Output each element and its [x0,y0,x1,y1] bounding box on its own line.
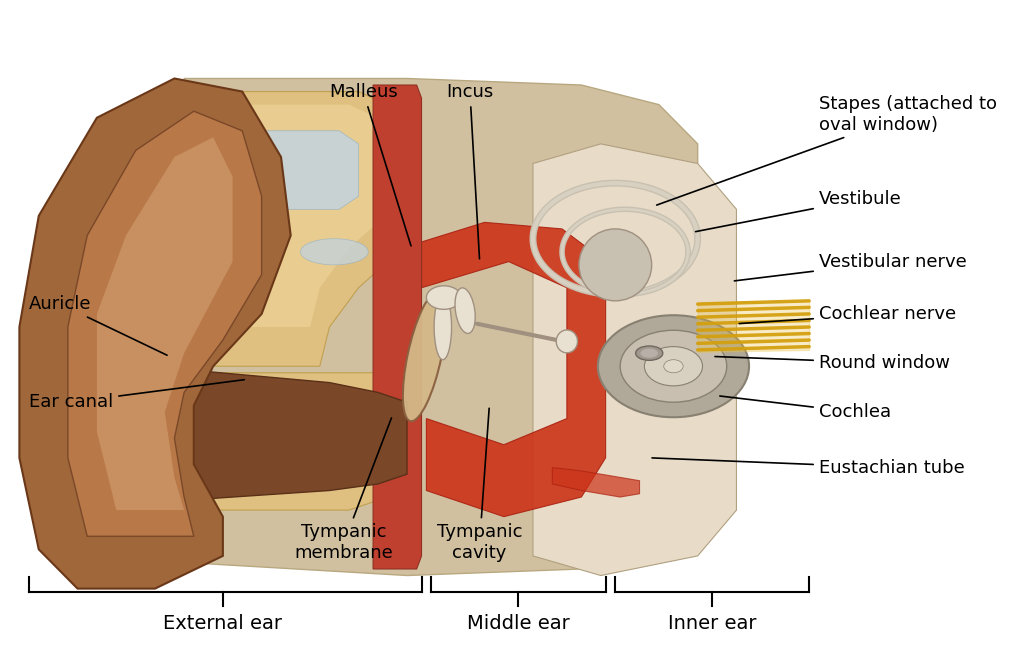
Text: Tympanic
cavity: Tympanic cavity [437,408,522,562]
Text: Cochlea: Cochlea [720,396,891,421]
Text: Tympanic
membrane: Tympanic membrane [295,418,393,562]
Text: Vestibule: Vestibule [695,190,901,232]
Polygon shape [552,468,640,497]
Polygon shape [213,105,378,327]
Polygon shape [19,78,291,589]
Polygon shape [319,392,388,445]
Polygon shape [184,78,697,576]
Polygon shape [68,111,262,536]
Polygon shape [194,373,407,510]
Ellipse shape [300,239,369,265]
Circle shape [644,347,702,386]
Text: Middle ear: Middle ear [467,614,569,633]
Ellipse shape [434,294,452,360]
Polygon shape [194,92,407,366]
Text: External ear: External ear [164,614,283,633]
Text: Stapes (attached to
oval window): Stapes (attached to oval window) [656,95,996,205]
Text: Inner ear: Inner ear [668,614,757,633]
Polygon shape [184,370,407,500]
Circle shape [664,360,683,373]
Ellipse shape [402,292,446,421]
Ellipse shape [556,330,578,353]
Polygon shape [223,131,358,209]
Text: Cochlear nerve: Cochlear nerve [739,305,956,324]
Polygon shape [213,392,310,445]
Polygon shape [532,144,736,576]
Ellipse shape [455,288,475,334]
Text: Eustachian tube: Eustachian tube [652,458,965,477]
Polygon shape [373,85,422,569]
Circle shape [426,286,461,309]
Circle shape [621,330,727,402]
Text: Ear canal: Ear canal [29,380,245,411]
Text: Auricle: Auricle [29,295,167,355]
Text: Incus: Incus [446,83,494,259]
Ellipse shape [636,346,663,360]
Text: Round window: Round window [715,354,950,372]
Text: Malleus: Malleus [329,83,411,246]
Ellipse shape [641,349,658,358]
Text: Vestibular nerve: Vestibular nerve [734,252,967,281]
Ellipse shape [579,229,651,301]
Circle shape [598,315,749,417]
Polygon shape [422,222,605,517]
Polygon shape [97,137,232,510]
